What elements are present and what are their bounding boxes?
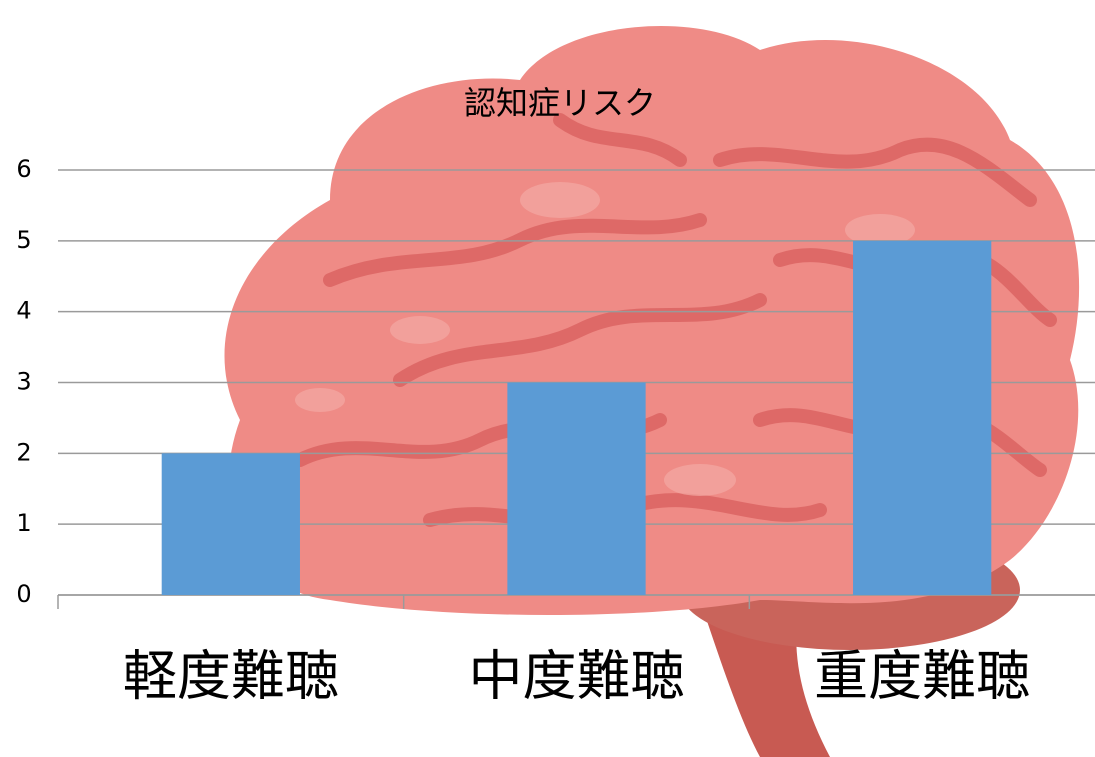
bar bbox=[162, 453, 300, 595]
y-tick-label: 2 bbox=[16, 438, 31, 466]
chart-title: 認知症リスク bbox=[464, 84, 656, 122]
bar bbox=[507, 383, 645, 596]
x-tick-label: 重度難聴 bbox=[814, 645, 1030, 708]
bar bbox=[853, 241, 991, 595]
y-tick-label: 0 bbox=[16, 580, 31, 608]
y-tick-label: 4 bbox=[16, 297, 31, 325]
x-tick-label: 中度難聴 bbox=[469, 645, 685, 708]
chart: 認知症リスク 0 1 2 3 4 5 6 軽度難聴 中度難聴 重度難聴 bbox=[0, 0, 1095, 757]
y-tick-label: 5 bbox=[16, 226, 31, 254]
y-tick-label: 3 bbox=[16, 368, 31, 396]
x-tick-label: 軽度難聴 bbox=[123, 645, 339, 708]
y-tick-label: 6 bbox=[16, 155, 31, 183]
y-tick-label: 1 bbox=[16, 509, 31, 537]
